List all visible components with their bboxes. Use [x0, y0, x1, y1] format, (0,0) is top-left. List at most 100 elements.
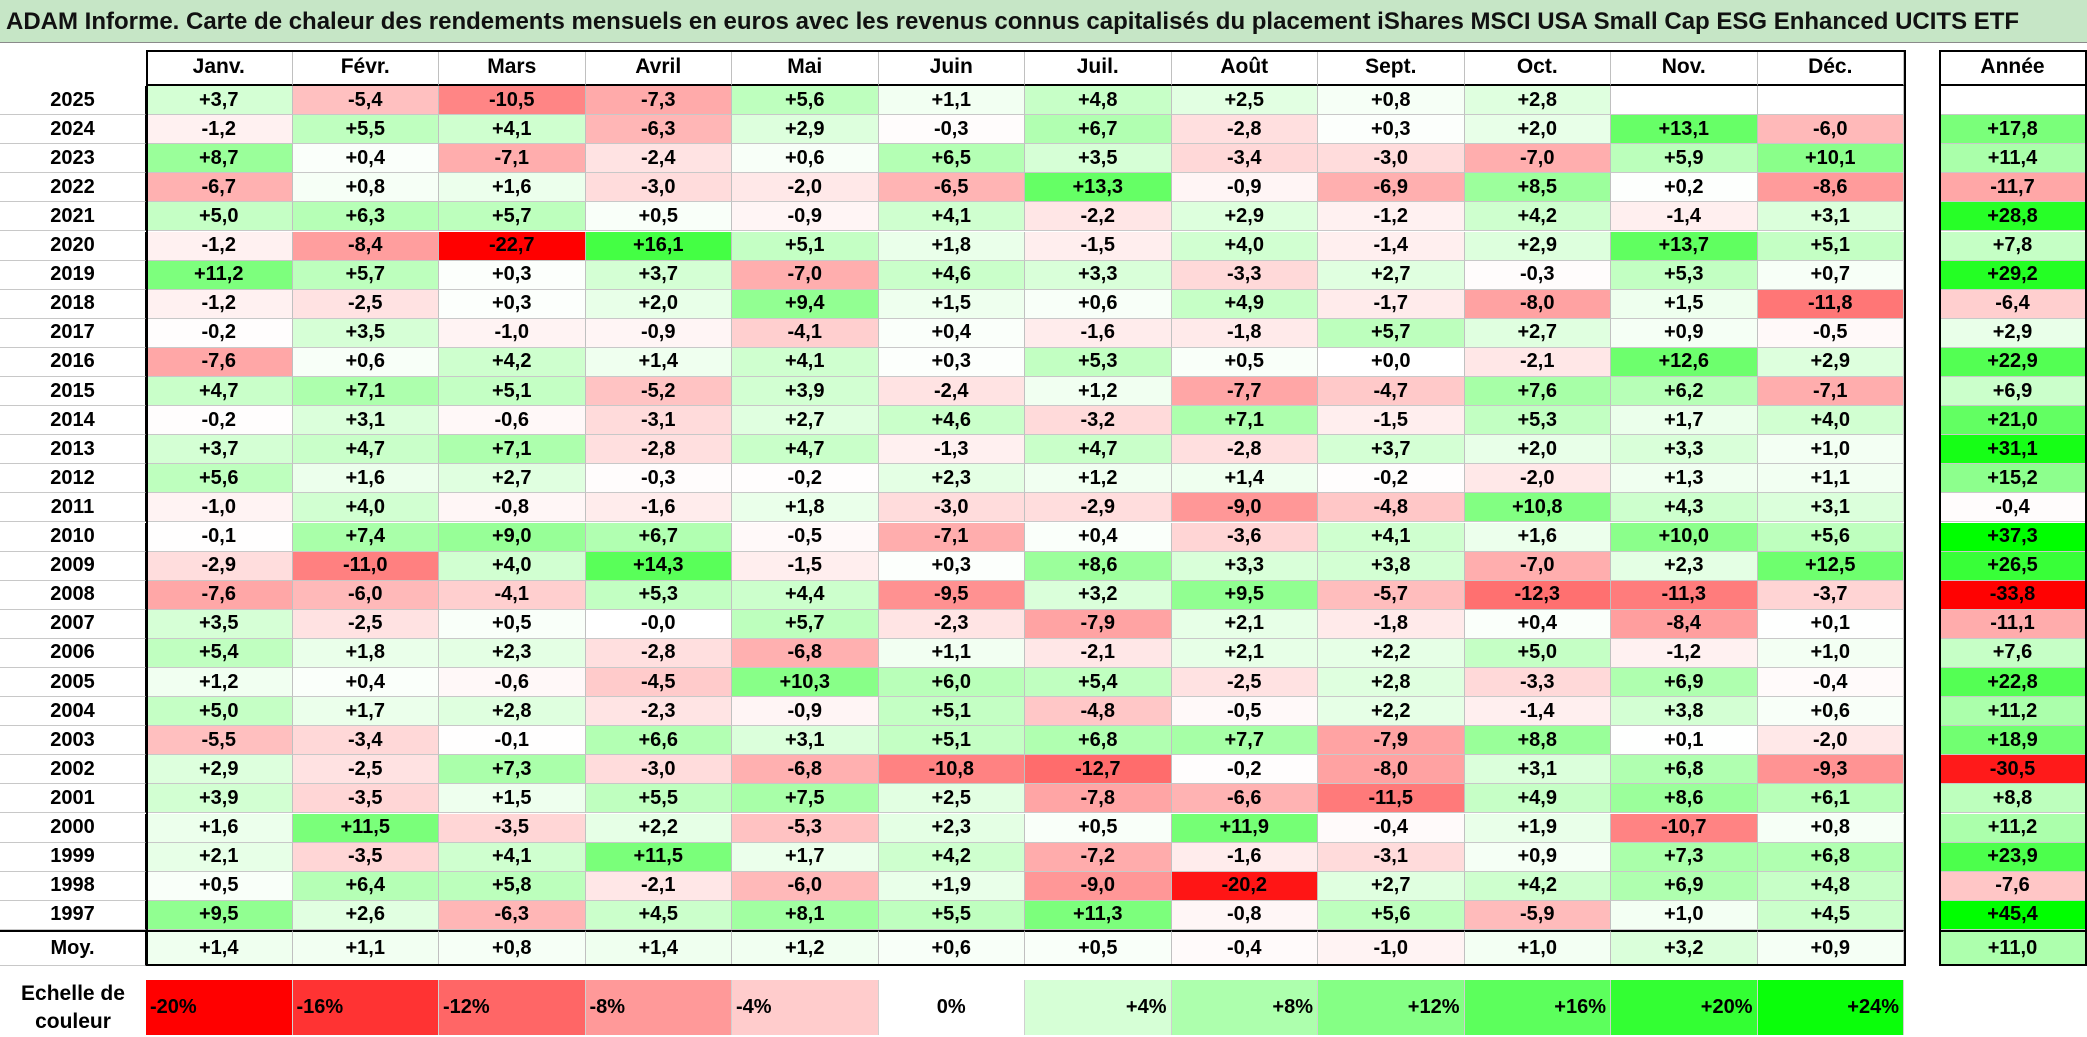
heatmap-cell: +2,1	[146, 842, 293, 872]
heatmap-cell: +0,1	[1611, 726, 1758, 756]
heatmap-cell: -8,0	[1464, 289, 1611, 319]
heatmap-cell: -3,0	[585, 173, 732, 203]
heatmap-cell: -0,0	[585, 609, 732, 639]
heatmap-cell: +4,1	[1318, 522, 1465, 552]
heatmap-cell: +5,7	[1318, 318, 1465, 348]
heatmap-cell: -7,0	[1464, 144, 1611, 174]
heatmap-cell: +2,7	[439, 464, 586, 494]
annual-cell: +11,2	[1939, 813, 2087, 843]
heatmap-cell: +3,5	[1025, 144, 1172, 174]
heatmap-cell: +9,5	[146, 900, 293, 930]
heatmap-cell: +0,5	[1171, 347, 1318, 377]
year-label: 2020	[0, 231, 146, 261]
heatmap-cell: +3,1	[1464, 755, 1611, 785]
average-cell: +3,2	[1611, 929, 1758, 966]
color-scale-step: -12%	[439, 980, 586, 1035]
heatmap-cell: +1,3	[1611, 464, 1758, 494]
heatmap-cell: +10,1	[1757, 144, 1904, 174]
heatmap-cell: +11,9	[1171, 813, 1318, 843]
heatmap-cell: +2,3	[878, 464, 1025, 494]
heatmap-cell: +8,7	[146, 144, 293, 174]
heatmap-cell: -6,6	[1171, 784, 1318, 814]
heatmap-cell: +0,4	[1025, 522, 1172, 552]
month-header: Janv.	[146, 50, 293, 86]
annual-cell: +8,8	[1939, 784, 2087, 814]
heatmap-cell: +2,9	[1464, 231, 1611, 261]
heatmap-cell: +13,7	[1611, 231, 1758, 261]
heatmap-cell: +4,5	[1757, 900, 1904, 930]
heatmap-cell: -6,3	[585, 115, 732, 145]
average-annual-cell: +11,0	[1939, 929, 2087, 966]
annual-cell	[1939, 86, 2087, 116]
heatmap-cell: -2,0	[1464, 464, 1611, 494]
heatmap-cell: +1,5	[1611, 289, 1758, 319]
heatmap-cell: -12,3	[1464, 580, 1611, 610]
heatmap-cell: +1,0	[1611, 900, 1758, 930]
heatmap-cell: -1,6	[585, 493, 732, 523]
heatmap-cell: +5,1	[878, 726, 1025, 756]
heatmap-cell: +11,5	[585, 842, 732, 872]
heatmap-cell: +10,8	[1464, 493, 1611, 523]
heatmap-cell: +0,6	[732, 144, 879, 174]
heatmap-cell: +0,6	[1025, 289, 1172, 319]
average-cell: +0,8	[439, 929, 586, 966]
year-label: 2008	[0, 580, 146, 610]
year-label: 2011	[0, 493, 146, 523]
heatmap-cell: +6,4	[292, 871, 439, 901]
heatmap-cell: -3,6	[1171, 522, 1318, 552]
heatmap-cell: +5,5	[585, 784, 732, 814]
annual-cell: +7,6	[1939, 638, 2087, 668]
heatmap-cell: -0,1	[439, 726, 586, 756]
heatmap-cell: -3,4	[1171, 144, 1318, 174]
heatmap-cell: +0,9	[1464, 842, 1611, 872]
annual-cell: -7,6	[1939, 871, 2087, 901]
heatmap-cell: -5,3	[732, 813, 879, 843]
annual-cell: +45,4	[1939, 900, 2087, 930]
heatmap-cell: -2,3	[878, 609, 1025, 639]
heatmap-cell: +2,3	[1611, 551, 1758, 581]
heatmap-cell: -1,8	[1171, 318, 1318, 348]
color-scale-label: Echelle de couleur	[21, 982, 125, 1033]
heatmap-cell: +5,3	[1025, 347, 1172, 377]
heatmap-cell: +2,5	[1171, 86, 1318, 116]
heatmap-cell: +7,1	[292, 377, 439, 407]
heatmap-cell: +3,1	[732, 726, 879, 756]
heatmap-cell: +1,7	[1611, 406, 1758, 436]
heatmap-cell: -7,0	[1464, 551, 1611, 581]
heatmap-cell: -9,3	[1757, 755, 1904, 785]
heatmap-cell: +5,3	[1611, 260, 1758, 290]
heatmap-cell: +5,7	[439, 202, 586, 232]
heatmap-cell: +16,1	[585, 231, 732, 261]
heatmap-cell: -1,6	[1171, 842, 1318, 872]
heatmap-cell: +4,0	[292, 493, 439, 523]
heatmap-cell: +5,6	[732, 86, 879, 116]
heatmap-cell: -7,7	[1171, 377, 1318, 407]
annual-cell: -30,5	[1939, 755, 2087, 785]
annual-cell: -6,4	[1939, 289, 2087, 319]
heatmap-cell: -4,5	[585, 668, 732, 698]
heatmap-cell: +2,9	[146, 755, 293, 785]
heatmap-cell: -11,5	[1318, 784, 1465, 814]
heatmap-cell: +4,1	[878, 202, 1025, 232]
heatmap-cell: +1,5	[878, 289, 1025, 319]
heatmap-cell: +4,2	[878, 842, 1025, 872]
heatmap-cell: +2,5	[878, 784, 1025, 814]
heatmap-cell: +0,3	[439, 289, 586, 319]
year-label: 2013	[0, 435, 146, 465]
heatmap-cell: +1,7	[292, 697, 439, 727]
heatmap-cell: +6,7	[1025, 115, 1172, 145]
heatmap-cell: -0,2	[146, 318, 293, 348]
heatmap-cell: -1,4	[1464, 697, 1611, 727]
heatmap-cell: +13,1	[1611, 115, 1758, 145]
heatmap-cell: +5,8	[439, 871, 586, 901]
heatmap-cell: -1,2	[146, 115, 293, 145]
heatmap-cell: +7,6	[1464, 377, 1611, 407]
heatmap-cell: -10,7	[1611, 813, 1758, 843]
heatmap-cell: -0,6	[439, 668, 586, 698]
heatmap-cell: -5,5	[146, 726, 293, 756]
heatmap-cell: +6,8	[1611, 755, 1758, 785]
heatmap-cell: -4,1	[732, 318, 879, 348]
year-label: 2018	[0, 289, 146, 319]
year-label: 2023	[0, 144, 146, 174]
heatmap-cell: -2,1	[1025, 638, 1172, 668]
